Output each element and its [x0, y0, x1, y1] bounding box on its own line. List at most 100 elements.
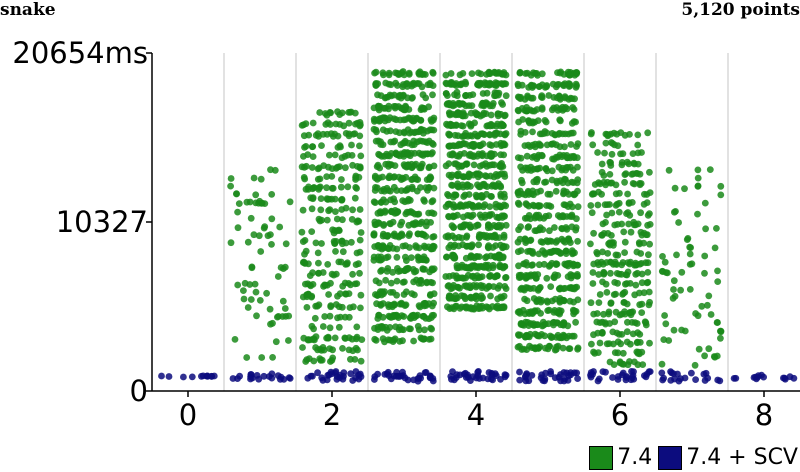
point-7-4	[536, 343, 544, 351]
point-7-4	[403, 288, 410, 296]
point-7-4	[499, 303, 507, 311]
point-7-4	[633, 348, 641, 356]
point-7-4	[348, 141, 355, 149]
point-7-4	[308, 205, 316, 213]
point-7-4	[590, 348, 597, 356]
point-7-4	[457, 223, 465, 231]
point-7-4	[459, 109, 467, 117]
point-7-4	[478, 214, 485, 221]
point-7-4	[339, 282, 347, 290]
point-7-4	[634, 338, 641, 346]
point-7-4	[470, 153, 477, 161]
point-7-4	[392, 116, 400, 124]
point-7-4	[426, 79, 434, 87]
point-7-4	[246, 281, 254, 288]
point-7-4	[627, 340, 634, 348]
point-7-4	[308, 228, 316, 236]
point-7-4	[258, 354, 266, 361]
point-7-4-scv	[497, 376, 504, 383]
point-7-4	[371, 218, 379, 226]
point-7-4	[463, 232, 471, 240]
x-tick-label: 6	[611, 398, 629, 432]
point-7-4	[455, 242, 463, 250]
point-7-4	[338, 176, 345, 183]
point-7-4	[502, 285, 510, 292]
point-7-4	[468, 213, 475, 221]
point-7-4	[599, 318, 606, 326]
point-7-4	[495, 89, 503, 97]
point-7-4	[686, 261, 694, 268]
point-7-4	[523, 346, 531, 353]
point-7-4	[449, 182, 456, 189]
point-7-4	[551, 271, 559, 279]
point-7-4	[315, 269, 322, 277]
point-7-4	[562, 250, 570, 257]
point-7-4	[356, 236, 364, 244]
point-7-4-scv	[781, 374, 789, 382]
point-7-4	[450, 81, 458, 88]
point-7-4	[298, 228, 306, 236]
point-7-4	[418, 126, 425, 134]
point-7-4	[486, 131, 494, 139]
point-7-4	[449, 232, 456, 240]
point-7-4	[328, 173, 336, 180]
point-7-4	[345, 313, 353, 321]
point-7-4	[629, 150, 637, 158]
point-7-4	[448, 304, 456, 312]
point-7-4	[351, 130, 359, 138]
point-7-4	[309, 119, 317, 127]
point-7-4	[483, 190, 490, 198]
point-7-4	[643, 279, 651, 287]
point-7-4	[698, 302, 706, 310]
point-7-4	[382, 198, 390, 206]
point-7-4	[327, 279, 334, 287]
point-7-4	[335, 323, 343, 331]
point-7-4	[593, 249, 601, 256]
point-7-4	[476, 162, 484, 170]
point-7-4	[629, 330, 637, 338]
point-7-4	[410, 311, 417, 319]
point-7-4-scv	[516, 368, 523, 376]
point-7-4	[646, 339, 653, 347]
point-7-4	[590, 229, 597, 237]
point-7-4	[345, 130, 353, 138]
point-7-4	[397, 221, 404, 229]
point-7-4	[393, 187, 401, 194]
point-7-4	[624, 318, 631, 326]
point-7-4	[411, 291, 418, 299]
point-7-4	[317, 195, 325, 203]
point-7-4	[415, 80, 423, 88]
point-7-4	[387, 138, 395, 146]
point-7-4	[589, 280, 597, 287]
point-7-4	[300, 258, 308, 266]
legend-label: 7.4	[617, 445, 653, 470]
point-7-4	[481, 182, 489, 190]
point-7-4	[670, 286, 677, 293]
point-7-4	[457, 202, 465, 210]
point-7-4	[429, 279, 436, 287]
point-7-4	[240, 287, 247, 294]
point-7-4	[552, 187, 560, 195]
point-7-4	[240, 295, 248, 303]
point-7-4	[449, 212, 457, 220]
point-count: 5,120 points	[681, 0, 800, 20]
point-7-4	[339, 345, 346, 352]
point-7-4	[338, 195, 346, 203]
point-7-4	[573, 69, 581, 76]
point-7-4	[456, 284, 463, 292]
point-7-4	[544, 190, 552, 198]
point-7-4	[559, 212, 567, 219]
point-7-4	[475, 203, 483, 210]
point-7-4-scv	[399, 368, 406, 376]
point-7-4	[638, 279, 646, 287]
point-7-4	[299, 206, 307, 214]
point-7-4	[687, 244, 694, 252]
point-7-4	[323, 216, 331, 224]
point-7-4	[234, 208, 242, 216]
point-7-4	[495, 69, 503, 76]
point-7-4-scv	[410, 376, 417, 384]
point-7-4	[543, 141, 551, 149]
point-7-4	[711, 244, 719, 252]
point-7-4	[267, 320, 274, 328]
point-7-4	[301, 175, 309, 183]
